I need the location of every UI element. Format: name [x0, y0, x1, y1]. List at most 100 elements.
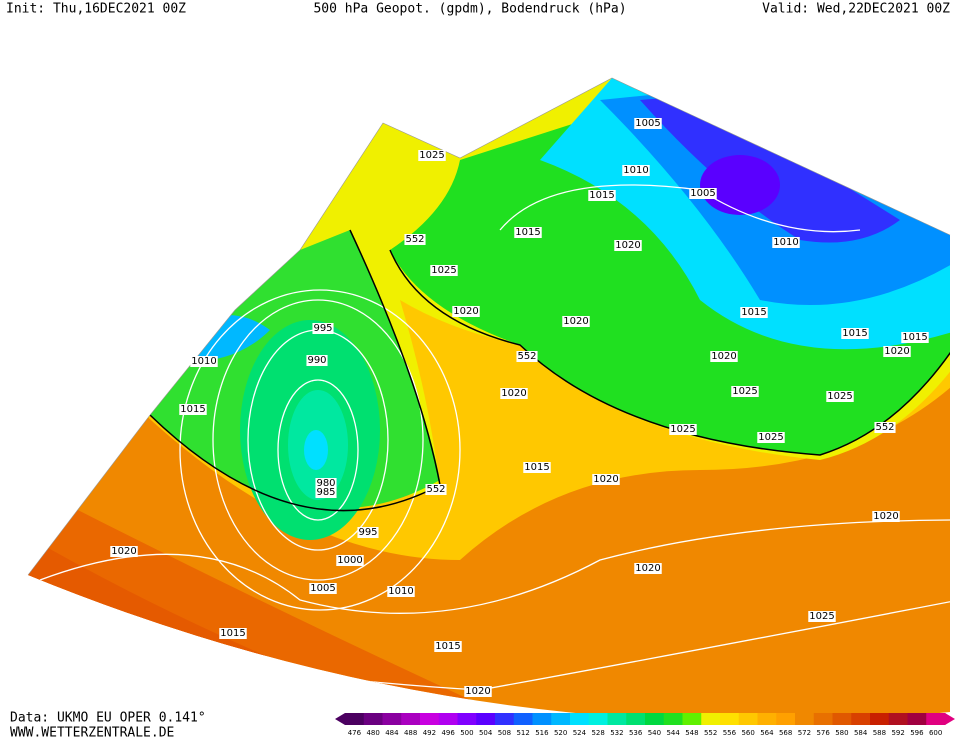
isobar-label: 1015: [179, 404, 207, 415]
isobar-value: 985: [316, 487, 335, 498]
isobar-label: 1010: [622, 165, 650, 176]
isobar-label: 1025: [757, 432, 785, 443]
scale-label: 504: [479, 729, 493, 737]
isobar-label: 1020: [710, 351, 738, 362]
label-background: [757, 432, 785, 443]
scale-label: 536: [629, 729, 643, 737]
label-background: [562, 316, 590, 327]
isobar-value: 1025: [758, 432, 783, 443]
label-background: [731, 386, 759, 397]
scale-swatch: [551, 713, 571, 725]
isobar-label: 1020: [614, 240, 642, 251]
scale-label: 496: [441, 729, 455, 737]
isobar-value: 1020: [465, 686, 490, 697]
scale-label: 588: [873, 729, 886, 737]
scale-swatch: [776, 713, 796, 725]
scale-label: 500: [460, 729, 473, 737]
isobar-label: 1020: [562, 316, 590, 327]
isobar-label: 1015: [523, 462, 551, 473]
label-background: [516, 351, 538, 362]
isobar-label: 1025: [430, 265, 458, 276]
label-background: [740, 307, 768, 318]
scale-label: 556: [723, 729, 737, 737]
label-background: [841, 328, 869, 339]
scale-label: 524: [573, 729, 587, 737]
scale-swatch: [401, 713, 421, 725]
isobar-label: 1020: [464, 686, 492, 697]
isobar-label: 1020: [110, 546, 138, 557]
isobar-value: 1015: [842, 328, 867, 339]
isobar-value: 1020: [453, 306, 478, 317]
isobar-label: 1020: [500, 388, 528, 399]
label-background: [430, 265, 458, 276]
isobar-label: 985: [315, 487, 337, 498]
scale-swatch: [851, 713, 871, 725]
scale-swatch: [645, 713, 665, 725]
isobar-value: 1025: [670, 424, 695, 435]
label-background: [772, 237, 800, 248]
scale-swatch: [532, 713, 552, 725]
isobar-label: 1025: [808, 611, 836, 622]
isobar-value: 1010: [191, 356, 216, 367]
isobar-label: 1010: [387, 586, 415, 597]
scale-swatch: [345, 713, 365, 725]
isobar-label: 1025: [669, 424, 697, 435]
isobar-value: 1025: [827, 391, 852, 402]
scale-swatch: [588, 713, 608, 725]
scale-swatch: [813, 713, 833, 725]
isobar-label: 1020: [634, 563, 662, 574]
label-background: [190, 356, 218, 367]
isobar-label: 1015: [219, 628, 247, 639]
label-background: [614, 240, 642, 251]
scale-swatch: [663, 713, 683, 725]
isobar-value: 552: [426, 484, 445, 495]
isobar-value: 1005: [310, 583, 335, 594]
scale-label: 476: [348, 729, 362, 737]
isobar-label: 990: [306, 355, 328, 366]
isobar-value: 980: [316, 478, 335, 489]
label-background: [514, 227, 542, 238]
isobar-value: 1000: [337, 555, 362, 566]
isobar-label: 1005: [689, 188, 717, 199]
scale-label: 548: [685, 729, 698, 737]
scale-label: 568: [779, 729, 792, 737]
scale-label: 488: [404, 729, 417, 737]
isobar-label: 552: [425, 484, 447, 495]
isobar-value: 995: [358, 527, 377, 538]
scale-swatch: [420, 713, 440, 725]
isobar-value: 1020: [711, 351, 736, 362]
scale-swatch: [363, 713, 383, 725]
isobar-value: 1025: [431, 265, 456, 276]
isobar-value: 552: [875, 422, 894, 433]
isobar-label: 1025: [731, 386, 759, 397]
isobar-label: 552: [516, 351, 538, 362]
isobar-value: 1015: [180, 404, 205, 415]
scale-label: 512: [516, 729, 529, 737]
isobar-value: 1005: [635, 118, 660, 129]
scale-swatch: [682, 713, 702, 725]
isobar-label: 1020: [883, 346, 911, 357]
valid-time: Valid: Wed,22DEC2021 00Z: [762, 2, 950, 17]
scale-label: 572: [798, 729, 811, 737]
isobar-value: 1025: [809, 611, 834, 622]
isobar-value: 1020: [615, 240, 640, 251]
isobar-label: 1015: [901, 332, 929, 343]
label-background: [901, 332, 929, 343]
label-background: [874, 422, 896, 433]
scale-swatch: [457, 713, 477, 725]
scale-label: 520: [554, 729, 567, 737]
scale-label: 516: [535, 729, 549, 737]
label-background: [425, 484, 447, 495]
isobar-value: 1015: [220, 628, 245, 639]
isobar-label: 552: [404, 234, 426, 245]
isobar-value: 1020: [635, 563, 660, 574]
label-background: [312, 323, 334, 334]
isobar-label: 1000: [336, 555, 364, 566]
isobar-value: 552: [517, 351, 536, 362]
isobar-value: 1015: [435, 641, 460, 652]
isobar-label: 1015: [434, 641, 462, 652]
scale-swatch: [738, 713, 758, 725]
domain-edge: [27, 77, 951, 576]
scale-label: 508: [498, 729, 511, 737]
label-background: [669, 424, 697, 435]
